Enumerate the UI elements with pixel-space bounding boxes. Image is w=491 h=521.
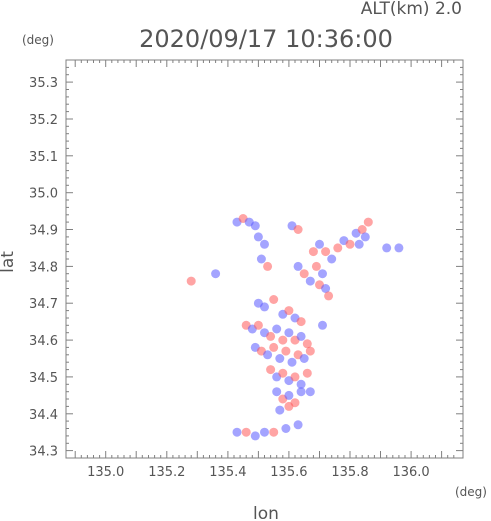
data-point <box>284 401 294 411</box>
data-point <box>333 243 343 253</box>
y-tick-label: 34.4 <box>29 408 58 423</box>
data-point <box>308 247 318 257</box>
axis-tick-labels: 135.0 135.2 135.4 135.6 135.8 136.0 34.3 34.4 34… <box>29 76 430 480</box>
x-tick-label: 135.4 <box>209 465 246 480</box>
data-point <box>305 276 315 286</box>
data-point <box>266 331 276 341</box>
data-point <box>299 354 309 363</box>
data-point <box>293 225 303 234</box>
data-point <box>260 239 269 249</box>
data-point <box>284 328 294 338</box>
x-tick-label: 135.8 <box>331 465 368 480</box>
y-tick-label: 34.3 <box>29 445 58 460</box>
data-point <box>269 295 279 304</box>
x-unit-label: (deg) <box>455 485 487 499</box>
data-point <box>321 284 331 293</box>
data-point <box>315 239 324 249</box>
data-point <box>293 261 303 271</box>
y-tick-label: 34.5 <box>29 371 58 386</box>
data-point <box>382 243 392 253</box>
data-point <box>324 291 334 301</box>
data-point <box>327 254 337 264</box>
data-point <box>278 335 288 345</box>
data-point <box>287 357 297 367</box>
data-point <box>281 346 291 356</box>
data-point <box>186 276 196 286</box>
y-tick-label: 35.1 <box>29 150 58 165</box>
data-point <box>263 350 273 360</box>
data-point <box>266 365 276 375</box>
data-point <box>302 339 312 349</box>
data-point <box>272 387 282 397</box>
chart-title: 2020/09/17 10:36:00 <box>139 25 393 53</box>
data-point <box>357 225 367 234</box>
data-point <box>232 427 242 437</box>
data-point <box>275 354 285 363</box>
data-point <box>272 324 282 334</box>
data-point <box>311 261 321 271</box>
data-point <box>296 387 306 397</box>
data-point <box>278 368 288 378</box>
data-point <box>321 247 331 257</box>
data-point <box>253 320 263 330</box>
data-point <box>281 424 291 433</box>
y-tick-label: 35.3 <box>29 76 58 91</box>
data-point <box>250 221 260 231</box>
data-point <box>293 420 303 430</box>
data-point <box>269 427 279 437</box>
data-point <box>275 405 285 415</box>
data-point <box>345 239 355 249</box>
data-point <box>241 427 251 437</box>
data-point <box>260 427 269 437</box>
data-point <box>284 306 294 316</box>
y-tick-label: 35.0 <box>29 187 58 202</box>
data-point <box>296 317 306 327</box>
data-point <box>269 342 279 352</box>
x-tick-label: 135.6 <box>270 465 307 480</box>
y-tick-label: 34.9 <box>29 224 58 239</box>
data-point <box>250 431 260 441</box>
y-tick-label: 34.6 <box>29 334 58 349</box>
data-point <box>302 368 312 378</box>
y-axis-label: lat <box>0 251 18 273</box>
data-point <box>290 372 300 382</box>
data-point <box>318 320 327 330</box>
data-point <box>363 217 373 227</box>
data-point <box>354 239 364 249</box>
data-point <box>318 269 327 279</box>
data-point <box>305 387 315 397</box>
data-point <box>260 302 269 312</box>
data-point <box>360 232 370 242</box>
data-point <box>296 331 306 341</box>
data-point <box>211 269 221 279</box>
data-point <box>256 254 266 264</box>
data-point <box>394 243 404 253</box>
axis-ticks <box>66 60 463 458</box>
data-points <box>186 214 404 441</box>
x-tick-label: 135.0 <box>87 465 124 480</box>
y-tick-label: 34.7 <box>29 297 58 312</box>
chart-subtitle: ALT(km) 2.0 <box>361 0 462 19</box>
data-point <box>263 261 273 271</box>
x-axis-label: lon <box>253 504 279 521</box>
data-point <box>296 379 306 389</box>
x-tick-label: 136.0 <box>392 465 429 480</box>
y-unit-label: (deg) <box>22 33 54 47</box>
data-point <box>305 346 315 356</box>
data-point <box>284 390 294 400</box>
data-point <box>299 269 309 279</box>
y-tick-label: 35.2 <box>29 113 58 128</box>
x-tick-label: 135.2 <box>148 465 185 480</box>
y-tick-label: 34.8 <box>29 260 58 275</box>
data-point <box>253 232 263 242</box>
